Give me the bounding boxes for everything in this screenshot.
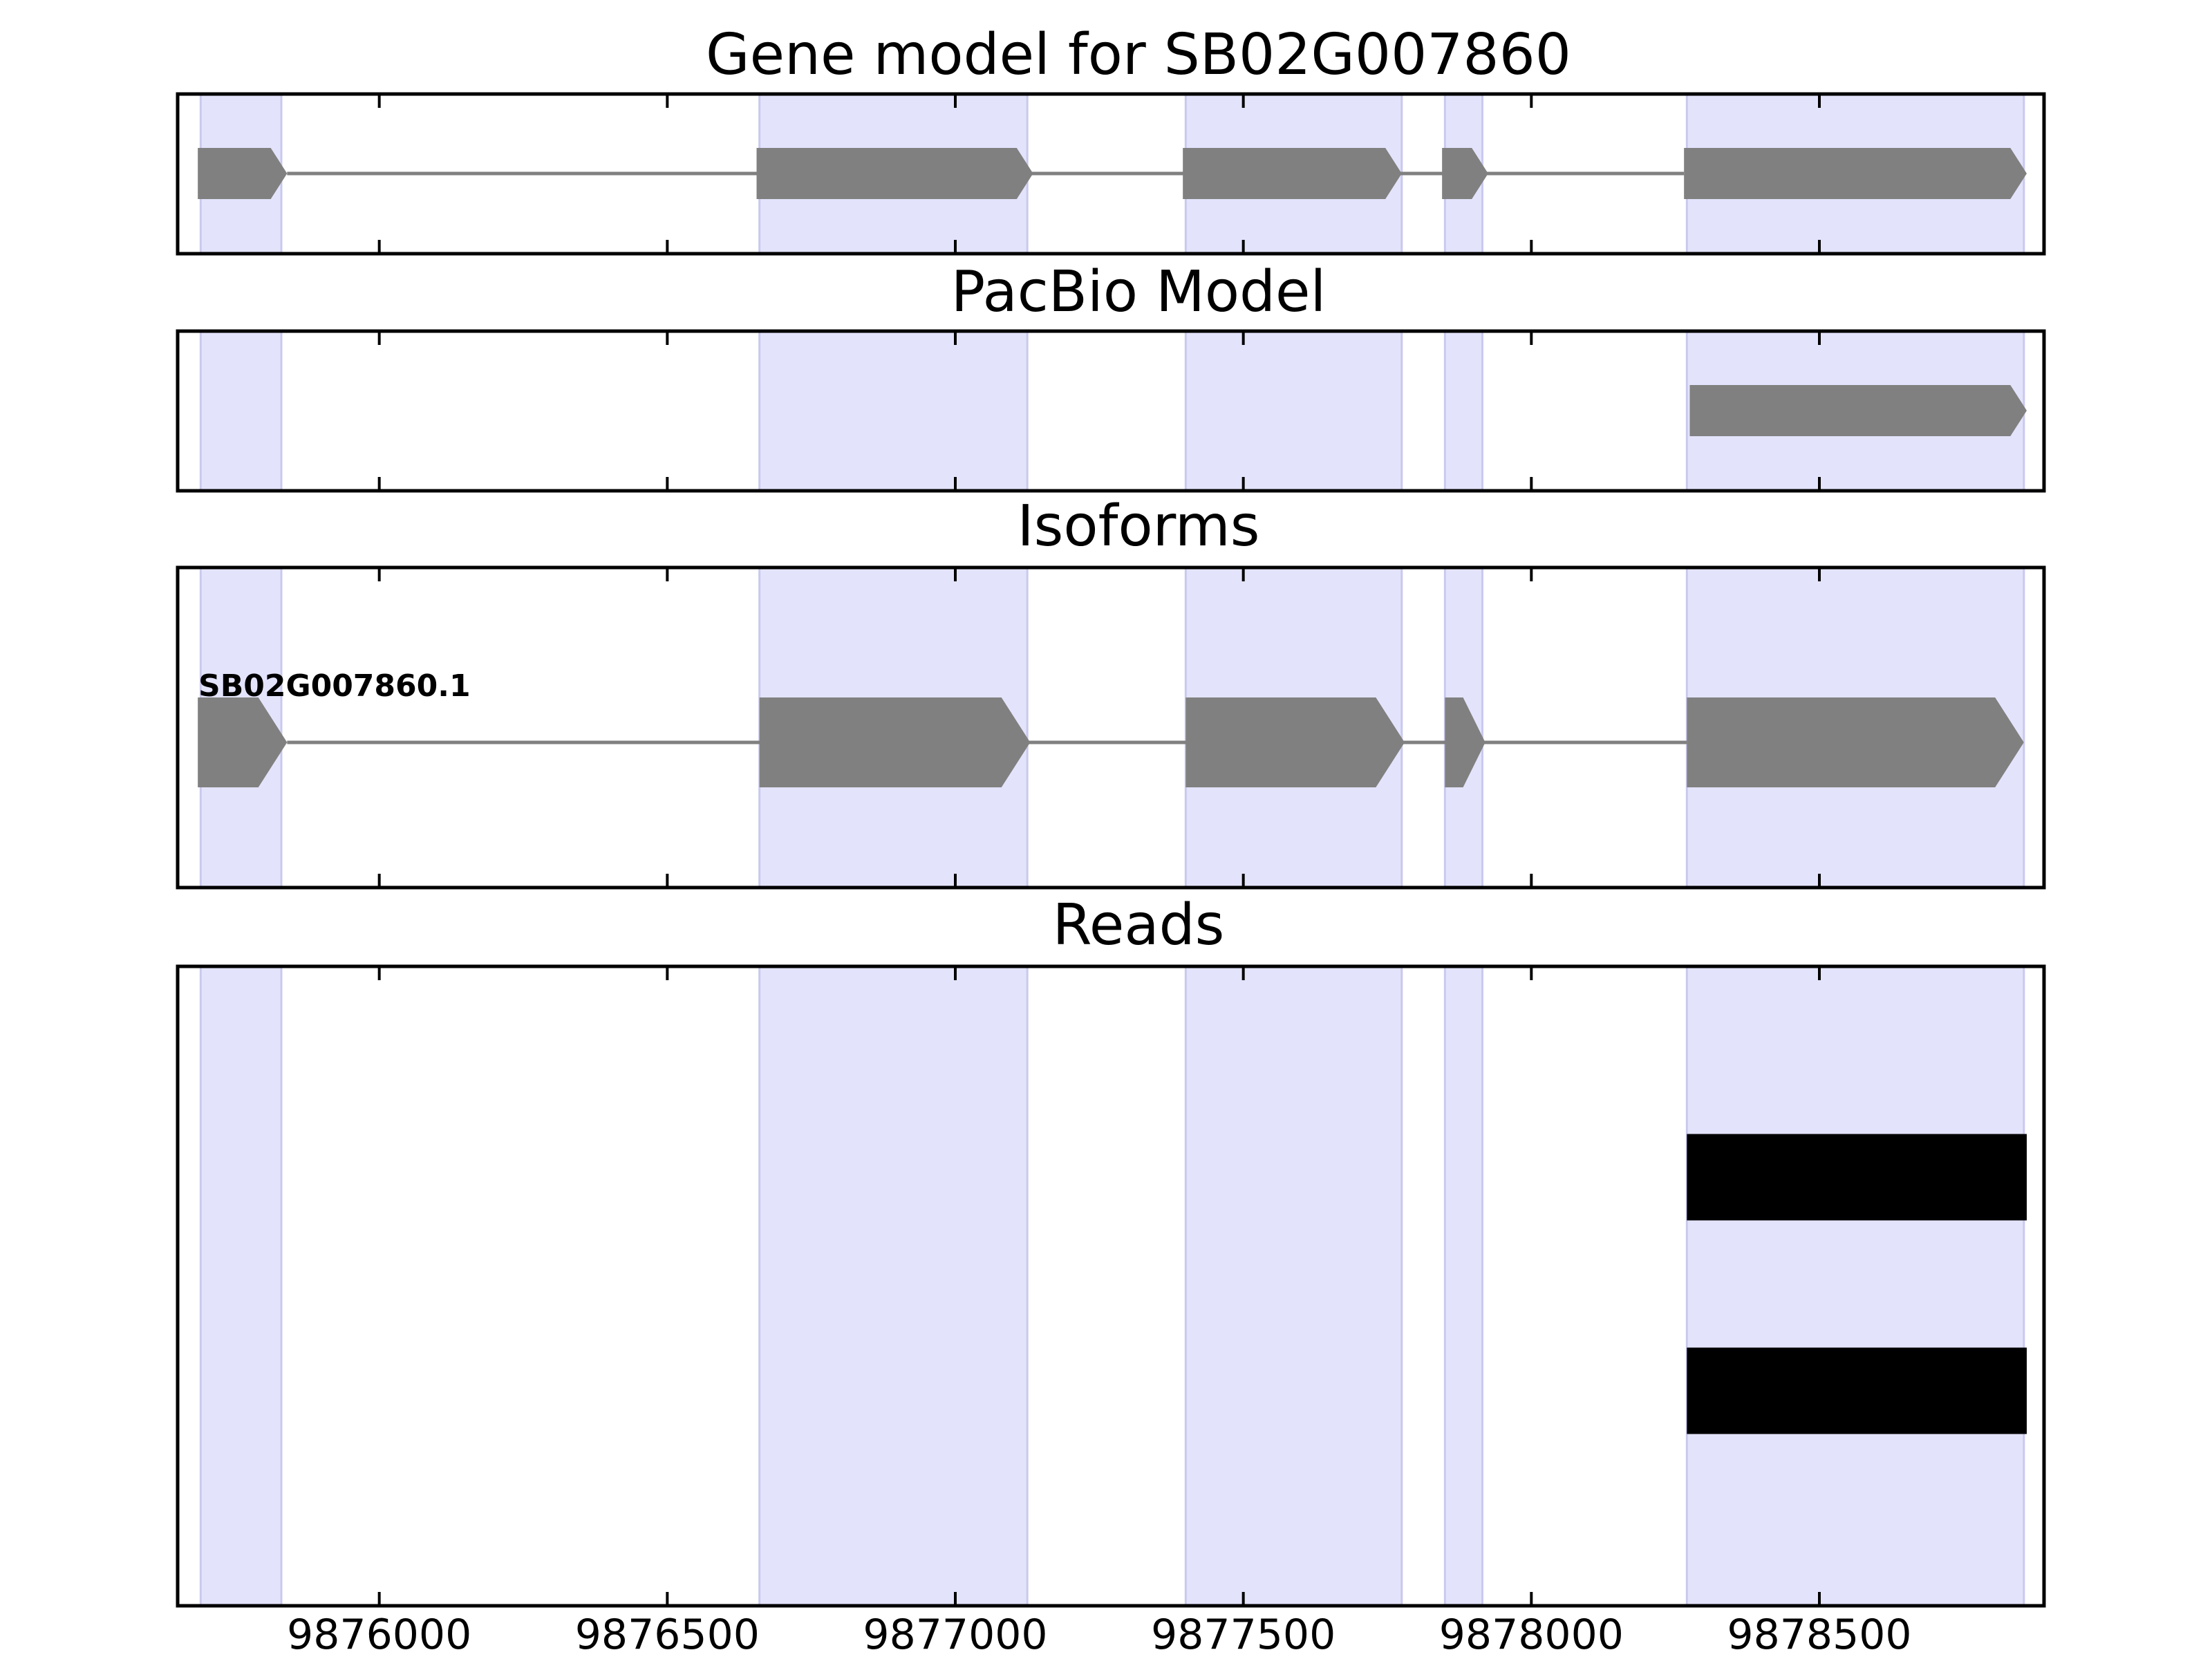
exon-feature [1684,148,2027,199]
panel-title: Isoforms [1018,494,1260,559]
x-tick-label: 9876000 [287,1611,471,1659]
panel-title: Reads [1053,892,1225,958]
panel-title: Gene model for SB02G007860 [706,22,1571,88]
exon-shade-region [758,330,1029,492]
exon-feature [1445,697,1485,787]
exon-shade-region [758,965,1029,1607]
exon-feature [198,148,288,199]
exon-feature [1442,148,1488,199]
panel-frame [176,964,2046,1608]
exon-feature [198,697,288,787]
panel-gene-model: Gene model for SB02G007860 [176,22,2046,256]
panel-reads: Reads [176,892,2046,1608]
x-axis-labels: 9876000 9876500 9877000 9877500 9878000 98785… [287,1611,1912,1659]
exon-feature [1687,697,2024,787]
exon-shade-region [1443,330,1483,492]
isoform-label: SB02G007860.1 [198,668,471,704]
x-tick-label: 9877500 [1151,1611,1335,1659]
x-tick-label: 9878000 [1439,1611,1624,1659]
read-bar [1687,1134,2027,1221]
exon-shade-region [1685,965,2025,1607]
exon-feature [759,697,1031,787]
panel-frame [176,329,2046,493]
x-tick-label: 9876500 [575,1611,760,1659]
exon-feature [1185,697,1405,787]
exon-feature [1689,385,2027,436]
exon-shade-region [1184,965,1403,1607]
exon-shade-region [199,965,283,1607]
panel-title: PacBio Model [951,259,1327,325]
exon-shade-region [199,330,283,492]
panel-frame [176,565,2046,890]
exon-feature [1183,148,1402,199]
exon-shade-region [1184,330,1403,492]
x-tick-label: 9877000 [863,1611,1047,1659]
panel-isoforms: SB02G007860.1 Isoforms [176,494,2046,890]
exon-shade-region [1443,965,1483,1607]
panel-frame [176,92,2046,256]
read-bar [1687,1347,2027,1434]
panel-pacbio-model: PacBio Model [176,259,2046,493]
exon-feature [756,148,1033,199]
x-tick-label: 9878500 [1727,1611,1911,1659]
